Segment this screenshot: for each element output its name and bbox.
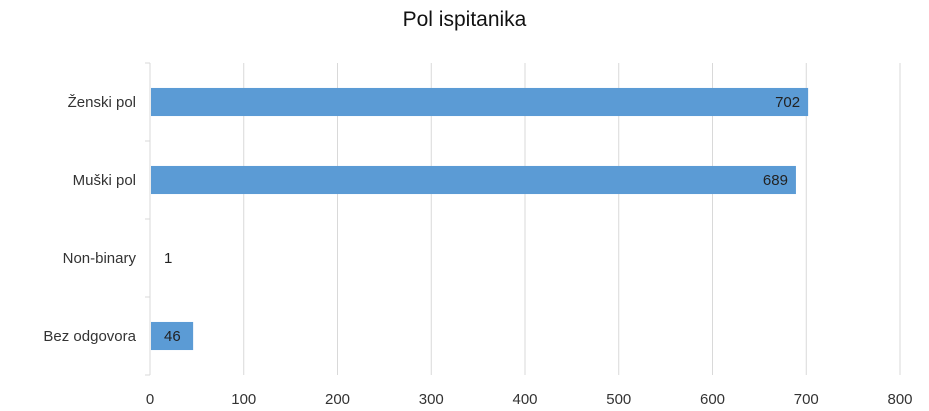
category-label: Ženski pol [68,94,136,111]
x-tick-label: 100 [231,391,256,408]
x-tick-label: 400 [512,391,537,408]
chart-title: Pol ispitanika [402,8,527,31]
x-tick-label: 600 [700,391,725,408]
data-label: 46 [164,328,181,345]
x-tick-label: 800 [887,391,912,408]
x-tick-label: 200 [325,391,350,408]
x-tick-label: 0 [146,391,154,408]
x-tick-label: 700 [794,391,819,408]
data-label: 689 [763,172,788,189]
x-tick-label: 300 [419,391,444,408]
gridlines [243,63,901,375]
bar [151,321,194,351]
bar [151,165,796,195]
axes [145,62,151,376]
data-label: 1 [164,250,172,267]
data-label: 702 [775,94,800,111]
category-label: Muški pol [73,172,136,189]
labels: 0 100 200 300 400 500 600 700 800 Ženski pol 702 Mu… [43,94,912,408]
category-label: Bez odgovora [43,328,136,345]
category-label: Non-binary [63,250,137,267]
x-tick-label: 500 [606,391,631,408]
bars [151,87,809,351]
bar [151,87,809,117]
